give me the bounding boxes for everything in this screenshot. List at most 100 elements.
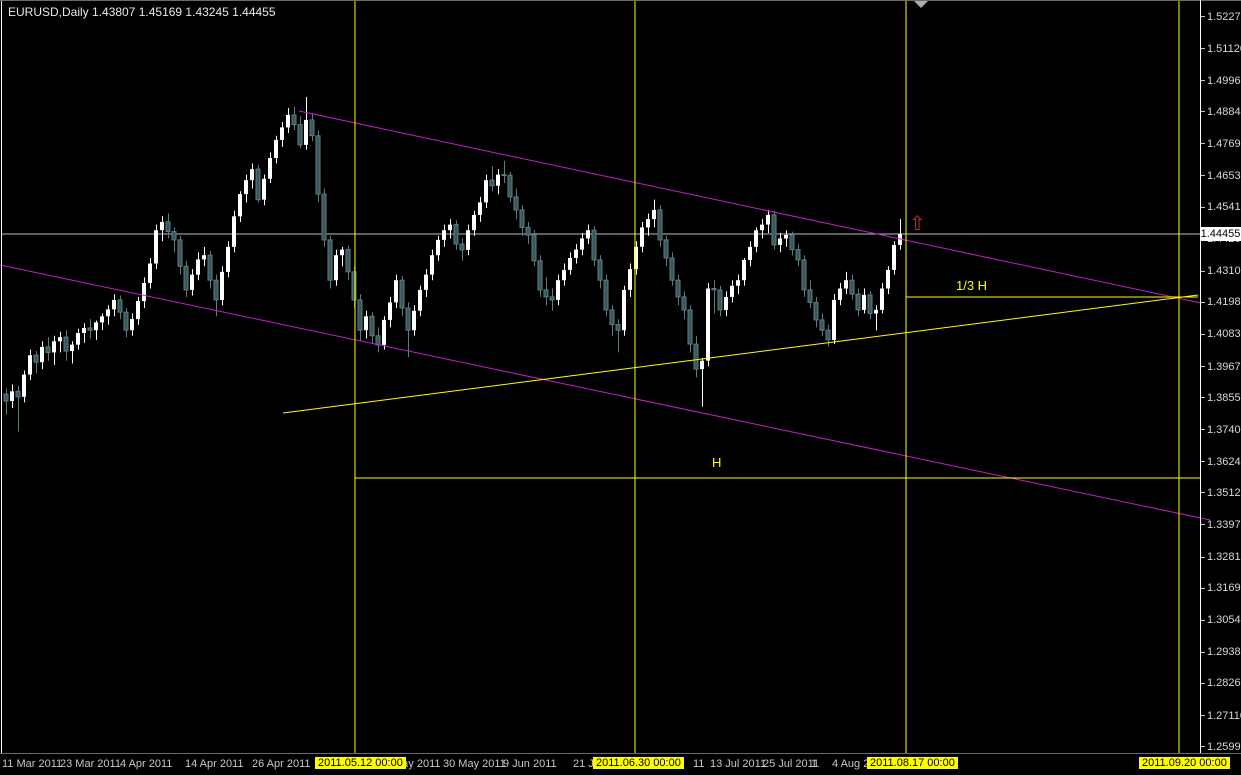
price-axis-tick: 1.48845 bbox=[1201, 105, 1241, 118]
candle bbox=[142, 283, 146, 302]
trendline-ascending-support-yellow[interactable] bbox=[282, 294, 1199, 414]
candle bbox=[70, 344, 74, 351]
candle bbox=[687, 309, 693, 345]
price-axis-tick-label: 1.38555 bbox=[1207, 391, 1241, 404]
candle bbox=[399, 279, 405, 309]
one-third-h-label[interactable]: 1/3 H bbox=[956, 278, 988, 293]
price-axis-tick: 1.36245 bbox=[1201, 455, 1241, 468]
candle bbox=[748, 246, 752, 260]
price-axis-tick-label: 1.28265 bbox=[1207, 677, 1241, 690]
price-axis-tick: 1.40830 bbox=[1201, 328, 1241, 341]
price-axis[interactable]: 1.52275 1.51120 1.49965 1.48845 1.47690 1.465… bbox=[1201, 0, 1241, 753]
tick-dash bbox=[1201, 492, 1205, 494]
candle bbox=[784, 234, 788, 239]
candle bbox=[351, 271, 357, 301]
date-axis-label: 30 May 2011 bbox=[443, 758, 506, 770]
tick-dash bbox=[1201, 715, 1205, 717]
price-axis-tick: 1.31695 bbox=[1201, 582, 1241, 595]
date-axis-label: 1 bbox=[811, 758, 818, 770]
candle bbox=[591, 229, 597, 261]
candle bbox=[580, 238, 584, 250]
candle bbox=[496, 174, 500, 186]
event-date-label[interactable]: 2011.08.17 00:00 bbox=[867, 757, 958, 769]
tick-dash bbox=[1201, 206, 1205, 208]
date-axis-label: 9 Jun 2011 bbox=[503, 758, 557, 770]
candle bbox=[58, 337, 62, 342]
candle bbox=[519, 209, 525, 228]
tick-dash bbox=[1201, 270, 1205, 272]
candle bbox=[531, 234, 537, 262]
buy-arrow-icon[interactable]: ⇧ bbox=[909, 213, 926, 235]
candle bbox=[165, 221, 171, 233]
candle bbox=[484, 180, 488, 203]
tick-dash bbox=[1201, 175, 1205, 177]
candle bbox=[45, 346, 51, 353]
date-axis[interactable]: 11 Mar 2011 23 Mar 2011 4 Apr 2011 14 Apr 2… bbox=[0, 757, 1241, 775]
candle bbox=[345, 249, 351, 273]
trendline-upper-channel-magenta[interactable] bbox=[298, 110, 1202, 304]
candle bbox=[448, 224, 452, 231]
date-axis-label: 11 Mar 2011 bbox=[2, 758, 63, 770]
price-axis-tick-label: 1.45415 bbox=[1207, 201, 1241, 214]
date-axis-label: 11 bbox=[693, 758, 705, 770]
candle bbox=[412, 310, 416, 331]
price-axis-tick-label: 1.31695 bbox=[1207, 582, 1241, 595]
candle bbox=[657, 209, 663, 241]
tick-dash bbox=[1201, 366, 1205, 367]
candle bbox=[754, 230, 758, 247]
candle bbox=[3, 393, 9, 402]
candle bbox=[562, 269, 566, 281]
candle bbox=[867, 294, 873, 314]
candle bbox=[832, 299, 836, 340]
candle bbox=[736, 280, 740, 286]
candle bbox=[430, 255, 434, 275]
tick-dash bbox=[1201, 397, 1205, 399]
price-axis-tick: 1.27110 bbox=[1201, 709, 1241, 722]
h-label[interactable]: H bbox=[712, 455, 722, 470]
price-axis-tick: 1.52275 bbox=[1201, 10, 1241, 23]
tick-dash bbox=[1201, 48, 1205, 50]
price-axis-tick: 1.46535 bbox=[1201, 169, 1241, 182]
candle bbox=[807, 289, 813, 303]
current-price-tag: 1.44455 bbox=[1200, 227, 1241, 242]
price-axis-tick-label: 1.30540 bbox=[1207, 614, 1241, 627]
date-axis-label: 23 Mar 2011 bbox=[60, 758, 121, 770]
event-date-label[interactable]: 2011.09.20 00:00 bbox=[1139, 757, 1230, 769]
chart-plot-area[interactable] bbox=[0, 0, 1211, 753]
chart-title-ohlc: EURUSD,Daily 1.43807 1.45169 1.43245 1.4… bbox=[8, 5, 276, 19]
candle bbox=[597, 259, 603, 281]
price-axis-tick-label: 1.48845 bbox=[1207, 105, 1241, 118]
candle bbox=[22, 374, 26, 397]
candle bbox=[862, 294, 866, 310]
tick-dash bbox=[1201, 682, 1205, 684]
candle bbox=[274, 139, 278, 158]
candle bbox=[730, 285, 734, 297]
candle bbox=[609, 309, 615, 326]
tick-dash bbox=[1201, 80, 1205, 82]
tick-dash bbox=[1201, 651, 1205, 653]
candle bbox=[603, 279, 609, 311]
candle bbox=[724, 296, 728, 310]
price-axis-tick-label: 1.25990 bbox=[1207, 740, 1241, 753]
price-axis-tick-label: 1.36245 bbox=[1207, 455, 1241, 468]
candle bbox=[819, 319, 825, 331]
candle bbox=[478, 202, 482, 215]
candle bbox=[646, 219, 650, 228]
candle bbox=[886, 269, 890, 289]
event-date-label[interactable]: 2011.06.30 00:00 bbox=[593, 757, 684, 769]
candle bbox=[117, 299, 123, 313]
candle bbox=[825, 329, 831, 341]
candle bbox=[238, 194, 242, 217]
event-date-label[interactable]: 2011.05.12 00:00 bbox=[315, 757, 406, 769]
candle bbox=[375, 335, 381, 346]
candle bbox=[268, 158, 272, 179]
chart-top-border bbox=[0, 0, 1241, 1]
candle bbox=[123, 311, 129, 331]
candle bbox=[418, 289, 422, 311]
candle bbox=[489, 179, 495, 187]
tick-dash bbox=[1201, 524, 1205, 526]
candle bbox=[849, 279, 855, 295]
candle bbox=[183, 265, 189, 291]
chart-shift-marker-icon[interactable] bbox=[913, 0, 929, 8]
